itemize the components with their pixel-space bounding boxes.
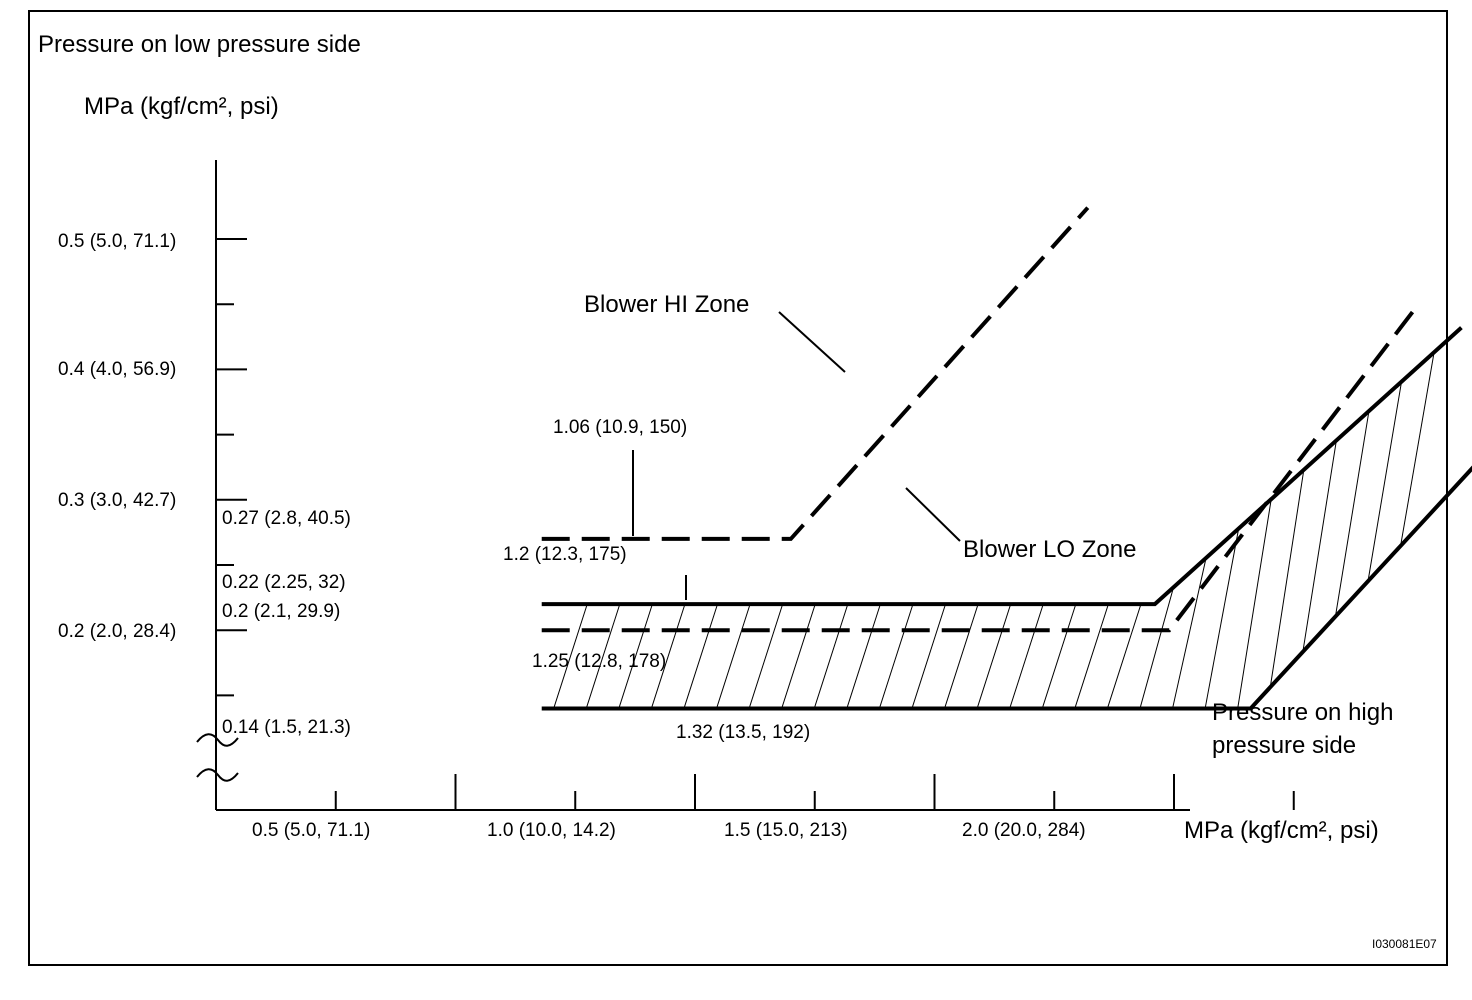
x-tick-label: 1.5 (15.0, 213)	[724, 820, 848, 841]
y-tick-label: 0.2 (2.0, 28.4)	[58, 621, 176, 642]
x-axis-title-line1: Pressure on high	[1212, 699, 1393, 726]
x-axis-title: Pressure on high pressure side	[1212, 699, 1400, 759]
hatch-line	[781, 603, 816, 709]
hatch-line	[911, 603, 946, 709]
axes	[215, 160, 1190, 811]
hatch-line	[1334, 410, 1370, 617]
hatch-line	[618, 603, 653, 709]
x-tick-label: 1.0 (10.0, 14.2)	[487, 820, 616, 841]
annotation-0-27: 0.27 (2.8, 40.5)	[222, 508, 351, 529]
figure-code: I030081E07	[1372, 937, 1437, 951]
annotation-0-2: 0.2 (2.1, 29.9)	[222, 601, 340, 622]
x-axis-unit: MPa (kgf/cm², psi)	[1184, 817, 1379, 844]
y-tick-label: 0.3 (3.0, 42.7)	[58, 490, 176, 511]
hatch-line	[1009, 603, 1044, 709]
hatch-line	[748, 603, 784, 709]
zone-hatching	[553, 352, 1435, 709]
hatch-line	[1139, 587, 1175, 709]
hatch-line	[716, 603, 751, 709]
y-axis-break-mark	[196, 733, 239, 747]
hatch-line	[878, 603, 914, 709]
hatch-line	[846, 603, 881, 709]
hatch-line	[944, 603, 979, 709]
annotation-1-32: 1.32 (13.5, 192)	[676, 722, 810, 743]
annotation-1-25: 1.25 (12.8, 178)	[532, 651, 666, 672]
annotation-0-14: 0.14 (1.5, 21.3)	[222, 717, 351, 738]
series-line-2	[541, 326, 1463, 607]
hatch-line	[650, 603, 686, 709]
y-axis-title: Pressure on low pressure side	[38, 31, 361, 58]
hatch-line	[1237, 499, 1272, 709]
series-line-1	[541, 206, 1090, 541]
hatch-line	[683, 603, 718, 709]
hatch-line	[585, 603, 621, 709]
hatch-line	[976, 603, 1012, 709]
annotation-1-2: 1.2 (12.3, 175)	[503, 544, 627, 565]
chart-frame	[28, 10, 1448, 966]
x-tick-label: 2.0 (20.0, 284)	[962, 820, 1086, 841]
hatch-line	[1106, 603, 1142, 709]
annotation-0-22: 0.22 (2.25, 32)	[222, 572, 346, 593]
hatch-line	[553, 603, 588, 709]
series-lines	[541, 206, 1472, 711]
hatch-line	[1172, 557, 1207, 709]
tick-marks	[216, 238, 1295, 810]
blower-lo-zone-label: Blower LO Zone	[963, 536, 1136, 563]
hatch-line	[1204, 528, 1240, 709]
y-tick-label: 0.4 (4.0, 56.9)	[58, 359, 176, 380]
x-axis-title-line2: pressure side	[1212, 732, 1356, 759]
blower-hi-zone-label: Blower HI Zone	[584, 291, 749, 318]
hatch-line	[1367, 381, 1403, 582]
y-axis-unit: MPa (kgf/cm², psi)	[84, 93, 279, 120]
hatch-line	[1269, 469, 1305, 688]
y-axis-break-mark	[196, 768, 239, 782]
hatch-line	[1400, 352, 1435, 547]
annotation-1-06: 1.06 (10.9, 150)	[553, 417, 687, 438]
hatch-line	[813, 603, 849, 709]
series-line-3	[541, 309, 1416, 633]
hatch-line	[1041, 603, 1077, 709]
lo-zone-leader	[905, 487, 961, 542]
hatch-line	[1302, 440, 1337, 652]
y-tick-label: 0.5 (5.0, 71.1)	[58, 231, 176, 252]
hi-zone-leader	[778, 311, 846, 373]
series-line-4	[541, 465, 1472, 711]
x-tick-label: 0.5 (5.0, 71.1)	[252, 820, 370, 841]
hatch-line	[1074, 603, 1109, 709]
